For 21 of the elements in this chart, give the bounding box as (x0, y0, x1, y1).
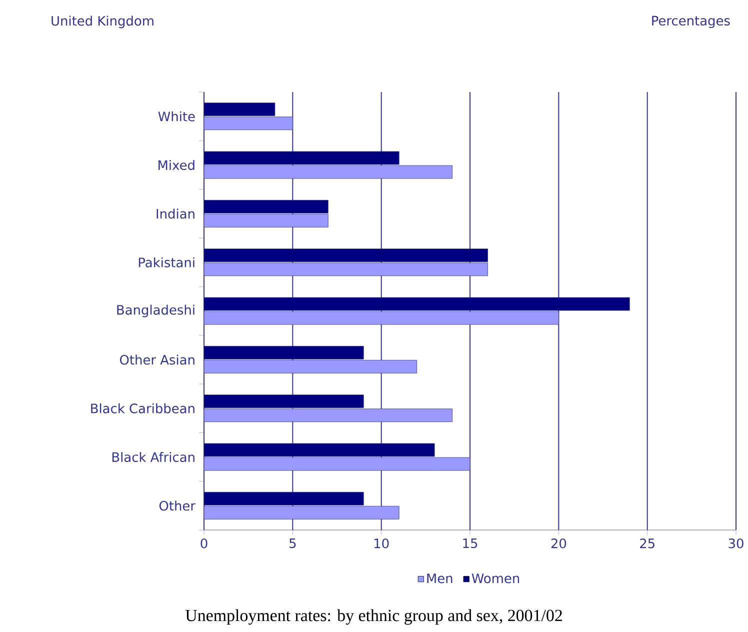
y-tick-label: White (158, 111, 195, 122)
y-tick-label: Pakistani (138, 257, 194, 268)
text: Percentages (652, 16, 730, 28)
y-tick-label: Mixed (158, 160, 194, 170)
y-tick-label: Other (159, 500, 196, 511)
chart-title: United Kingdom (52, 16, 154, 28)
y-tick-label: Indian (156, 208, 194, 219)
y-tick-label: Black Caribbean (91, 403, 194, 414)
x-tick-label: 5 (290, 538, 296, 548)
y-tick-label: Bangladeshi (117, 304, 194, 318)
x-tick-label: 30 (728, 538, 744, 548)
legend-label: Women (472, 574, 520, 584)
x-tick-label: 0 (200, 538, 208, 548)
x-tick-label: 25 (640, 538, 654, 548)
text: Unemployment rates: by ethnic group and sex, 2001/02 (186, 609, 562, 625)
legend-label: Men (427, 574, 452, 584)
x-tick-label: 15 (463, 538, 478, 548)
x-tick-label: 20 (551, 538, 566, 548)
y-tick-label: Black African (112, 452, 194, 462)
x-tick-label: 10 (374, 538, 389, 548)
y-tick-label: Other Asian (120, 354, 194, 365)
